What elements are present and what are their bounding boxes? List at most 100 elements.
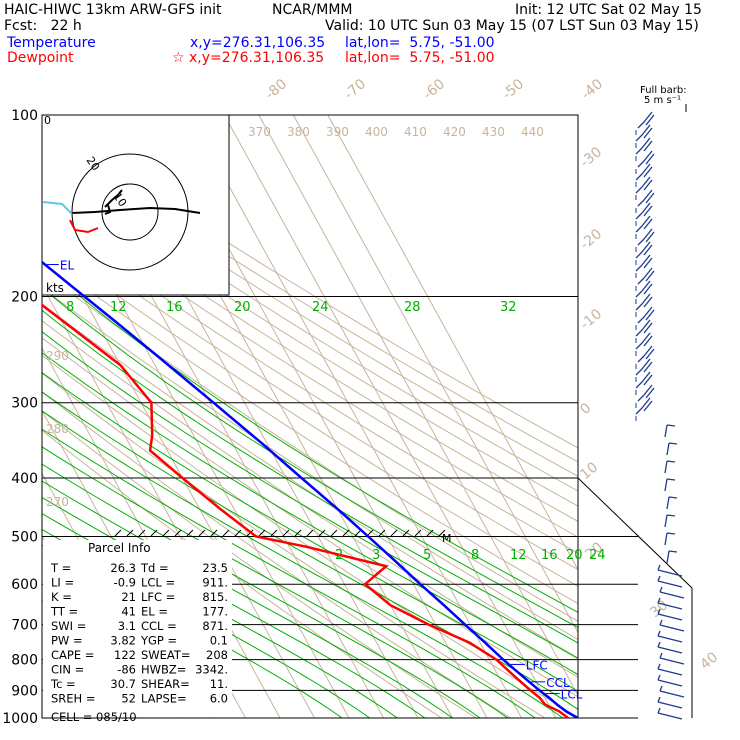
mixing-ratio-label: 5: [423, 548, 431, 563]
wind-barb: [657, 597, 683, 610]
hatch-mark: [390, 529, 398, 537]
pressure-label: 500: [11, 529, 38, 545]
parcel-param-name: T =: [50, 561, 71, 575]
parcel-param-value: 911.: [202, 576, 228, 590]
hatch-mark: [438, 529, 446, 537]
wind-barb: [664, 478, 676, 492]
temperature-legend: Temperature: [7, 35, 96, 51]
wind-barb: [664, 424, 676, 438]
dry-adiabat-line: [42, 157, 578, 492]
wind-barb: [657, 674, 683, 687]
parcel-param-value: 177.: [202, 605, 228, 619]
moist-adiabat-line: [63, 282, 578, 613]
level-marker-label: LFC: [526, 658, 548, 672]
moist-adiabat-line: [42, 352, 578, 676]
hatch-mark: [318, 529, 326, 537]
valid-time: Valid: 10 UTC Sun 03 May 15 (07 LST Sun …: [325, 18, 699, 34]
parcel-param-name: SHEAR=: [141, 677, 190, 691]
dry-adiabat-line: [42, 226, 578, 571]
pressure-label: 100: [11, 108, 38, 124]
wind-barb: [637, 111, 655, 129]
dry-adiabat-line: [42, 144, 578, 477]
isotherm-line: [258, 115, 578, 697]
model-org: NCAR/MMM: [272, 2, 353, 18]
hatch-mark: [270, 529, 278, 537]
isotherm-label: -40: [578, 76, 606, 103]
wind-barb: [664, 514, 676, 528]
pressure-label: 900: [11, 683, 38, 699]
parcel-param-name: SWEAT=: [141, 648, 191, 662]
wind-barb: [635, 215, 653, 233]
theta-label: 270: [46, 495, 69, 509]
hatch-mark: [342, 529, 350, 537]
parcel-info-box: [43, 540, 232, 717]
hatch-mark: [426, 529, 434, 537]
isotherm-label: -20: [577, 226, 605, 253]
hatch-mark: [414, 529, 422, 537]
wind-barb: [635, 254, 653, 272]
mixing-ratio-label: 28: [404, 300, 421, 315]
wind-barb: [635, 358, 653, 376]
wind-barb: [657, 564, 683, 577]
temperature-latlon: lat,lon= 5.75, -51.00: [345, 35, 495, 51]
parcel-param-name: EL =: [141, 605, 168, 619]
theta-label: 430: [482, 125, 505, 139]
parcel-param-value: 52: [121, 692, 136, 706]
barb-legend-unit: 5 m s⁻¹: [644, 95, 681, 106]
dry-adiabat-line: [42, 287, 578, 641]
hatch-mark: [198, 529, 206, 537]
wind-barb: [657, 575, 683, 588]
mixing-ratio-label: 16: [541, 548, 558, 563]
parcel-param-name: PW =: [51, 634, 83, 648]
hatch-mark: [114, 529, 122, 537]
wind-barb: [657, 630, 683, 643]
wind-barb: [666, 496, 678, 510]
parcel-param-value: 0.1: [210, 634, 228, 648]
isotherm-label: 10: [577, 459, 601, 483]
wind-barb: [637, 345, 655, 363]
pressure-label: 700: [11, 618, 38, 634]
wind-barb: [657, 608, 683, 621]
isotherm-label: 0: [577, 400, 594, 418]
parcel-max-marker: M: [442, 532, 452, 545]
hatch-mark: [294, 529, 302, 537]
hodograph-trace: [104, 189, 123, 215]
wind-barb: [659, 685, 685, 698]
theta-label: 390: [326, 125, 349, 139]
barb-panel-edge: [577, 477, 693, 589]
parcel-param-value: 26.3: [110, 561, 136, 575]
wind-barb: [637, 306, 655, 324]
parcel-param-value: 815.: [202, 590, 228, 604]
hatch-mark: [402, 529, 410, 537]
moist-adiabat-line: [42, 287, 578, 629]
temperature-xy: x,y=276.31,106.35: [190, 35, 326, 51]
parcel-param-name: YGP =: [140, 634, 177, 648]
theta-label: 440: [521, 125, 544, 139]
wind-barb: [635, 163, 653, 181]
parcel-cell: CELL = 085/10: [51, 710, 137, 724]
wind-barb: [635, 319, 653, 337]
mixing-ratio-label: 8: [66, 300, 74, 315]
forecast-hour: Fcst: 22 h: [4, 18, 82, 34]
model-title: HAIC-HIWC 13km ARW-GFS init: [4, 2, 222, 18]
hodograph-unit-label: kts: [46, 281, 64, 295]
wind-barb: [657, 696, 683, 709]
wind-barb: [659, 586, 685, 599]
parcel-param-name: SREH =: [51, 692, 96, 706]
theta-label: 370: [248, 125, 271, 139]
hatch-mark: [186, 529, 194, 537]
wind-barb: [635, 176, 653, 194]
mixing-ratio-label: 20: [566, 548, 583, 563]
parcel-param-value: 3342.: [195, 663, 228, 677]
isotherm-line: [223, 115, 557, 718]
hatch-mark: [330, 529, 338, 537]
wind-barb: [637, 384, 655, 402]
parcel-param-value: 3.1: [118, 619, 136, 633]
parcel-param-name: CCL =: [141, 619, 177, 633]
isotherm-label: -60: [420, 76, 448, 103]
parcel-param-name: TT =: [50, 605, 78, 619]
init-time: Init: 12 UTC Sat 02 May 15: [515, 2, 702, 18]
wind-barb: [637, 228, 655, 246]
level-marker-label: EL: [60, 259, 75, 273]
